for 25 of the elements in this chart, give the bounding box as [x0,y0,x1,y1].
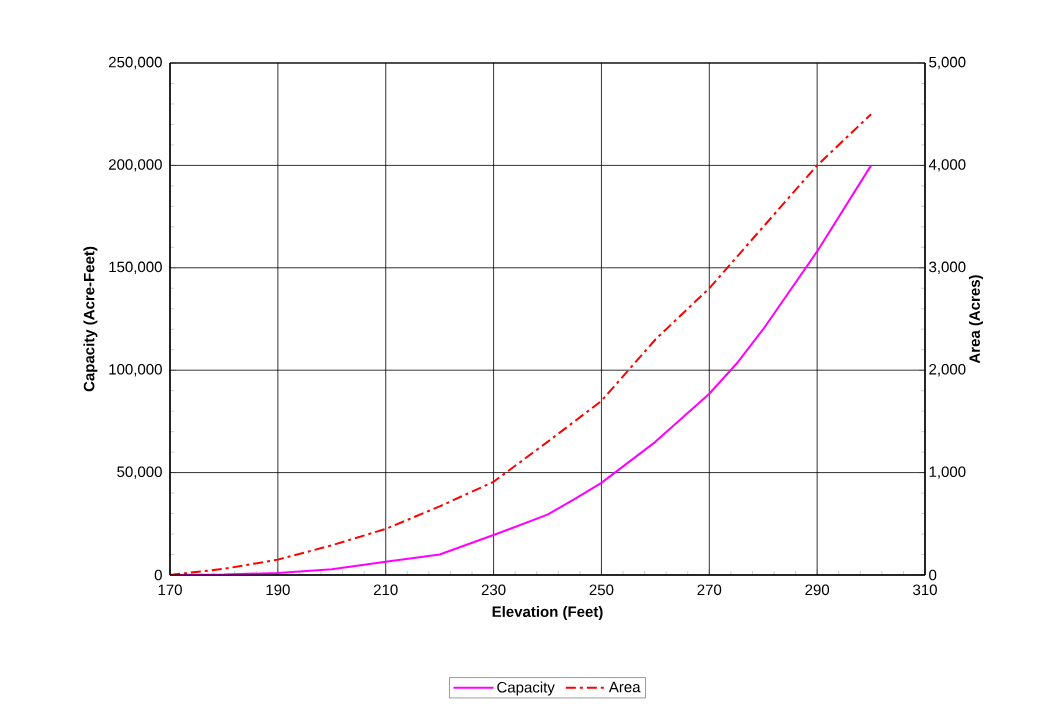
x-tick-label: 270 [697,584,722,596]
x-axis-title: Elevation (Feet) [492,606,603,620]
x-tick-label: 310 [913,584,937,596]
x-tick-label: 230 [481,584,506,596]
y2-tick-label: 1,000 [929,466,966,479]
legend-label: Area [608,681,641,693]
y2-tick-label: 2,000 [929,363,966,377]
y-tick-label: 100,000 [109,363,162,377]
y2-tick-label: 3,000 [929,261,966,274]
y-tick-label: 200,000 [109,159,162,172]
x-tick-label: 170 [158,584,182,596]
x-tick-label: 210 [373,584,398,596]
y-tick-label: 250,000 [109,56,162,70]
y2-tick-label: 5,000 [929,56,966,70]
y-tick-label: 50,000 [117,466,162,479]
x-tick-label: 190 [266,584,290,596]
legend-label: Capacity [497,681,555,696]
y2-tick-label: 0 [929,569,937,581]
y-tick-label: 0 [154,569,162,581]
y2-axis-title: Area (Acres) [968,275,983,364]
y-axis-title: Capacity (Acre-Feet) [83,246,98,392]
x-tick-label: 250 [589,584,614,596]
y-tick-label: 150,000 [109,261,162,274]
x-tick-label: 290 [805,584,830,596]
y2-tick-label: 4,000 [928,159,966,172]
